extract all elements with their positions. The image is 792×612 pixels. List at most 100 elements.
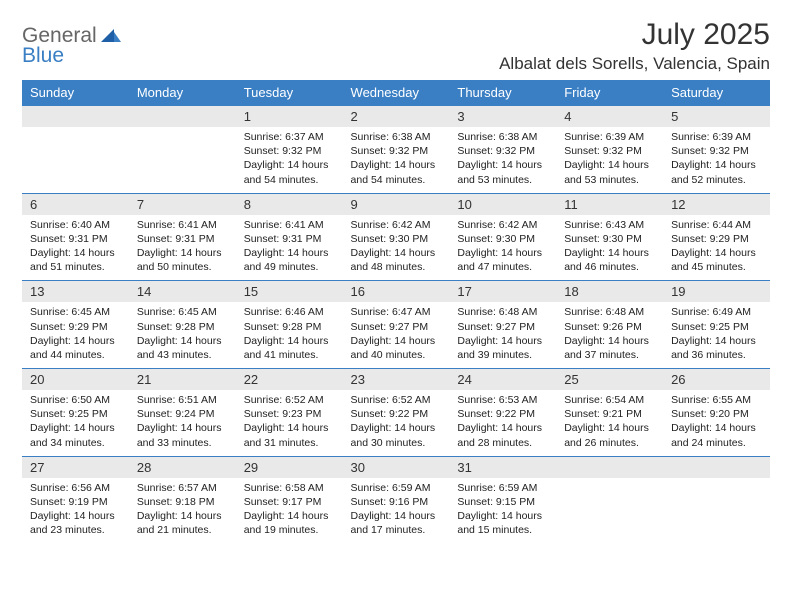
calendar-day-cell: 21Sunrise: 6:51 AMSunset: 9:24 PMDayligh… [129,369,236,457]
day-header: Sunday [22,80,129,106]
day-details-empty [663,478,770,528]
sunset-line: Sunset: 9:22 PM [351,407,442,421]
day-details: Sunrise: 6:48 AMSunset: 9:27 PMDaylight:… [449,302,556,368]
sunrise-line: Sunrise: 6:38 AM [457,130,548,144]
sunset-line: Sunset: 9:31 PM [137,232,228,246]
daylight-line-1: Daylight: 14 hours [137,421,228,435]
day-details: Sunrise: 6:51 AMSunset: 9:24 PMDaylight:… [129,390,236,456]
daylight-line-1: Daylight: 14 hours [244,158,335,172]
calendar-day-cell: 26Sunrise: 6:55 AMSunset: 9:20 PMDayligh… [663,369,770,457]
sunrise-line: Sunrise: 6:55 AM [671,393,762,407]
daylight-line-1: Daylight: 14 hours [457,158,548,172]
day-number: 26 [663,369,770,390]
day-details: Sunrise: 6:56 AMSunset: 9:19 PMDaylight:… [22,478,129,544]
day-details: Sunrise: 6:50 AMSunset: 9:25 PMDaylight:… [22,390,129,456]
daylight-line-1: Daylight: 14 hours [30,421,121,435]
day-details: Sunrise: 6:52 AMSunset: 9:23 PMDaylight:… [236,390,343,456]
sunrise-line: Sunrise: 6:41 AM [137,218,228,232]
day-header: Wednesday [343,80,450,106]
daylight-line-1: Daylight: 14 hours [457,421,548,435]
calendar-week-row: 1Sunrise: 6:37 AMSunset: 9:32 PMDaylight… [22,106,770,194]
daylight-line-2: and 40 minutes. [351,348,442,362]
day-details: Sunrise: 6:40 AMSunset: 9:31 PMDaylight:… [22,215,129,281]
sunrise-line: Sunrise: 6:56 AM [30,481,121,495]
calendar-day-cell: 3Sunrise: 6:38 AMSunset: 9:32 PMDaylight… [449,106,556,194]
sunset-line: Sunset: 9:32 PM [351,144,442,158]
sunset-line: Sunset: 9:32 PM [244,144,335,158]
calendar-day-cell: 9Sunrise: 6:42 AMSunset: 9:30 PMDaylight… [343,193,450,281]
daylight-line-1: Daylight: 14 hours [564,246,655,260]
calendar-body: 1Sunrise: 6:37 AMSunset: 9:32 PMDaylight… [22,106,770,544]
day-number: 9 [343,194,450,215]
sunrise-line: Sunrise: 6:52 AM [351,393,442,407]
sunrise-line: Sunrise: 6:43 AM [564,218,655,232]
calendar-day-cell: 13Sunrise: 6:45 AMSunset: 9:29 PMDayligh… [22,281,129,369]
day-details: Sunrise: 6:59 AMSunset: 9:16 PMDaylight:… [343,478,450,544]
daylight-line-2: and 17 minutes. [351,523,442,537]
sunset-line: Sunset: 9:26 PM [564,320,655,334]
day-details: Sunrise: 6:41 AMSunset: 9:31 PMDaylight:… [236,215,343,281]
sunrise-line: Sunrise: 6:39 AM [564,130,655,144]
sunset-line: Sunset: 9:28 PM [244,320,335,334]
day-details: Sunrise: 6:43 AMSunset: 9:30 PMDaylight:… [556,215,663,281]
brand-text-blue: Blue [22,44,64,67]
day-details: Sunrise: 6:54 AMSunset: 9:21 PMDaylight:… [556,390,663,456]
day-number: 25 [556,369,663,390]
calendar-day-cell: 30Sunrise: 6:59 AMSunset: 9:16 PMDayligh… [343,456,450,543]
daylight-line-2: and 21 minutes. [137,523,228,537]
day-header-row: SundayMondayTuesdayWednesdayThursdayFrid… [22,80,770,106]
calendar-day-cell: 17Sunrise: 6:48 AMSunset: 9:27 PMDayligh… [449,281,556,369]
calendar-day-cell: 12Sunrise: 6:44 AMSunset: 9:29 PMDayligh… [663,193,770,281]
daylight-line-1: Daylight: 14 hours [137,334,228,348]
sunset-line: Sunset: 9:23 PM [244,407,335,421]
sunset-line: Sunset: 9:29 PM [671,232,762,246]
daylight-line-2: and 45 minutes. [671,260,762,274]
day-details: Sunrise: 6:49 AMSunset: 9:25 PMDaylight:… [663,302,770,368]
sunrise-line: Sunrise: 6:59 AM [351,481,442,495]
day-number: 30 [343,457,450,478]
day-number: 20 [22,369,129,390]
day-header: Saturday [663,80,770,106]
day-details: Sunrise: 6:57 AMSunset: 9:18 PMDaylight:… [129,478,236,544]
sunset-line: Sunset: 9:16 PM [351,495,442,509]
daylight-line-2: and 23 minutes. [30,523,121,537]
calendar-day-cell: 1 Sunrise: 6:37 AMSunset: 9:32 PMDaylight… [236,106,343,194]
daylight-line-1: Daylight: 14 hours [30,509,121,523]
calendar-day-cell: 18Sunrise: 6:48 AMSunset: 9:26 PMDayligh… [556,281,663,369]
day-details: Sunrise: 6:39 AMSunset: 9:32 PMDaylight:… [663,127,770,193]
sunrise-line: Sunrise: 6:47 AM [351,305,442,319]
day-number: 1 [236,106,343,127]
daylight-line-1: Daylight: 14 hours [30,334,121,348]
calendar-day-cell: 27Sunrise: 6:56 AMSunset: 9:19 PMDayligh… [22,456,129,543]
day-details: Sunrise: 6:52 AMSunset: 9:22 PMDaylight:… [343,390,450,456]
daylight-line-2: and 44 minutes. [30,348,121,362]
daylight-line-2: and 34 minutes. [30,436,121,450]
day-number: 21 [129,369,236,390]
sunset-line: Sunset: 9:22 PM [457,407,548,421]
daylight-line-1: Daylight: 14 hours [244,246,335,260]
day-number: 11 [556,194,663,215]
day-details: Sunrise: 6:41 AMSunset: 9:31 PMDaylight:… [129,215,236,281]
daylight-line-2: and 28 minutes. [457,436,548,450]
calendar-day-cell: 14Sunrise: 6:45 AMSunset: 9:28 PMDayligh… [129,281,236,369]
day-header: Friday [556,80,663,106]
sunset-line: Sunset: 9:32 PM [457,144,548,158]
daylight-line-1: Daylight: 14 hours [457,509,548,523]
sunset-line: Sunset: 9:20 PM [671,407,762,421]
sunrise-line: Sunrise: 6:38 AM [351,130,442,144]
daylight-line-1: Daylight: 14 hours [30,246,121,260]
sunrise-line: Sunrise: 6:37 AM [244,130,335,144]
daylight-line-2: and 52 minutes. [671,173,762,187]
sunrise-line: Sunrise: 6:48 AM [564,305,655,319]
day-details-empty [556,478,663,528]
day-details-empty [129,127,236,177]
sunset-line: Sunset: 9:21 PM [564,407,655,421]
daylight-line-2: and 41 minutes. [244,348,335,362]
sunset-line: Sunset: 9:19 PM [30,495,121,509]
day-header: Monday [129,80,236,106]
daylight-line-2: and 50 minutes. [137,260,228,274]
daylight-line-1: Daylight: 14 hours [564,334,655,348]
day-number-empty [556,457,663,478]
day-number: 5 [663,106,770,127]
location-subtitle: Albalat dels Sorells, Valencia, Spain [499,54,770,74]
